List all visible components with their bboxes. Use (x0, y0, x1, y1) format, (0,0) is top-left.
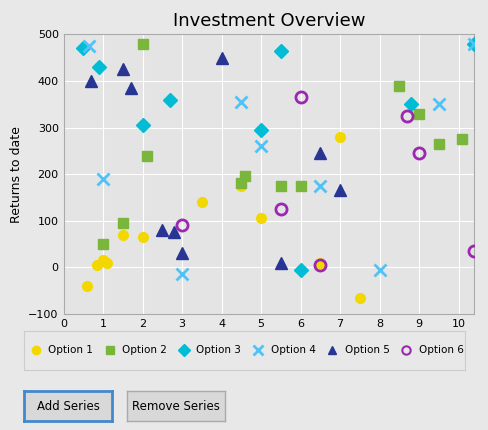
Title: Investment Overview: Investment Overview (172, 12, 365, 30)
Option 5 (218, 55, 224, 60)
Option 5 (317, 150, 323, 156)
Option 1 (336, 134, 342, 139)
Option 3 (470, 41, 476, 46)
Option 2 (297, 183, 303, 188)
Option 2 (242, 174, 248, 179)
Option 3 (277, 48, 283, 53)
Option 4 (435, 101, 441, 107)
Option 6 (317, 262, 323, 267)
Option 5 (179, 251, 184, 256)
Option 6 (297, 95, 303, 100)
Option 4 (86, 43, 92, 49)
Option 6 (470, 249, 476, 254)
Legend: Option 1, Option 2, Option 3, Option 4, Option 5, Option 6: Option 1, Option 2, Option 3, Option 4, … (21, 341, 467, 359)
Text: Add Series: Add Series (37, 400, 100, 413)
Line: Option 4: Option 4 (83, 37, 480, 280)
Option 5 (120, 67, 125, 72)
Option 3 (96, 64, 102, 70)
Option 4 (179, 272, 184, 277)
Option 1 (94, 262, 100, 267)
Option 3 (80, 46, 86, 51)
Option 1 (459, 137, 465, 142)
Option 1 (199, 200, 204, 205)
Line: Option 3: Option 3 (78, 39, 478, 274)
Option 2 (140, 41, 145, 46)
Option 2 (459, 137, 465, 142)
Option 2 (435, 141, 441, 147)
Option 1 (317, 260, 323, 265)
Option 5 (88, 78, 94, 83)
Option 5 (127, 86, 133, 91)
Option 4 (376, 267, 382, 272)
Line: Option 1: Option 1 (82, 132, 467, 302)
Option 5 (159, 227, 165, 233)
Option 6 (277, 206, 283, 212)
Option 1 (104, 260, 110, 265)
Option 6 (179, 223, 184, 228)
Option 2 (396, 83, 402, 88)
Option 2 (277, 183, 283, 188)
Option 4 (238, 99, 244, 104)
Option 4 (100, 176, 106, 181)
Option 6 (415, 150, 421, 156)
Option 2 (238, 181, 244, 186)
Option 2 (120, 221, 125, 226)
Option 2 (415, 111, 421, 116)
Option 1 (140, 234, 145, 240)
Option 5 (336, 188, 342, 193)
Option 3 (258, 127, 264, 132)
Option 2 (100, 242, 106, 247)
Option 4 (470, 41, 476, 46)
Line: Option 6: Option 6 (176, 92, 479, 270)
Option 3 (297, 267, 303, 272)
Option 3 (140, 123, 145, 128)
Option 5 (277, 260, 283, 265)
Option 1 (258, 216, 264, 221)
Y-axis label: Returns to date: Returns to date (10, 126, 23, 223)
Option 1 (120, 232, 125, 237)
Option 1 (238, 183, 244, 188)
Option 1 (356, 295, 362, 300)
Option 4 (258, 144, 264, 149)
Option 4 (317, 183, 323, 188)
Option 5 (171, 230, 177, 235)
Option 1 (100, 258, 106, 263)
Line: Option 2: Option 2 (98, 39, 467, 249)
X-axis label: Age (years): Age (years) (232, 334, 305, 347)
Option 1 (84, 283, 90, 289)
Option 3 (167, 97, 173, 102)
Option 6 (404, 114, 409, 119)
Text: Remove Series: Remove Series (132, 400, 220, 413)
Option 2 (143, 153, 149, 158)
Option 3 (407, 101, 413, 107)
Line: Option 5: Option 5 (85, 52, 345, 268)
